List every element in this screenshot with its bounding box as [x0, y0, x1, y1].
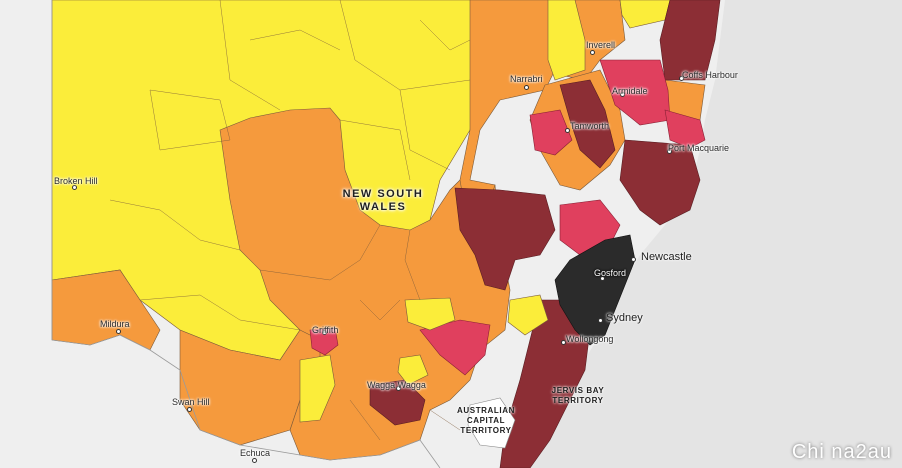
- state-label: NEW SOUTH WALES: [328, 188, 438, 214]
- city-dot-inverell: [590, 50, 595, 55]
- city-dot-coffs-harbour: [679, 76, 684, 81]
- territory-label-act-text: AUSTRALIAN CAPITAL TERRITORY: [457, 406, 515, 435]
- region-black-sydney: [554, 234, 636, 346]
- city-dot-wollongong: [561, 340, 566, 345]
- city-dot-gosford: [600, 276, 605, 281]
- region-yellow-ne2: [619, 0, 671, 29]
- city-label-broken-hill: Broken Hill: [54, 176, 98, 186]
- city-label-sydney: Sydney: [606, 312, 643, 324]
- region-yellow-inner-3: [397, 354, 429, 386]
- city-label-inverell: Inverell: [586, 40, 616, 50]
- territory-label-jervis: JERVIS BAY TERRITORY: [538, 386, 618, 406]
- region-yellow-orange-inner: [404, 297, 456, 331]
- city-dot-swan-hill: [187, 407, 192, 412]
- region-pink-southernhighlands: [419, 319, 491, 376]
- region-yellow-south: [299, 354, 336, 423]
- state-label-text: NEW SOUTH WALES: [342, 188, 424, 213]
- city-dot-echuca: [252, 458, 257, 463]
- city-dot-sydney: [598, 318, 603, 323]
- watermark: Chi na2au: [791, 441, 892, 463]
- city-dot-griffith: [322, 330, 327, 335]
- city-dot-newcastle: [631, 257, 636, 262]
- region-maroon-tamworth: [559, 79, 616, 169]
- territory-label-jervis-text: JERVIS BAY TERRITORY: [551, 386, 605, 405]
- city-dot-mildura: [116, 329, 121, 334]
- district-lines: [109, 0, 471, 441]
- city-label-coffs-harbour: Coffs Harbour: [682, 70, 738, 80]
- city-label-newcastle: Newcastle: [641, 251, 692, 263]
- city-dot-armidale: [620, 92, 625, 97]
- border-victoria: [51, 334, 441, 468]
- region-yellow-ne: [547, 0, 586, 81]
- region-maroon-portmac: [619, 139, 701, 226]
- city-label-gosford: Gosford: [594, 268, 627, 278]
- region-yellow-inner-2: [507, 294, 549, 336]
- territory-label-act: AUSTRALIAN CAPITAL TERRITORY: [446, 406, 526, 436]
- region-pink-portmac-north: [664, 109, 706, 149]
- city-label-port-macquarie: Port Macquarie: [668, 143, 730, 153]
- ocean: [520, 0, 902, 468]
- city-dot-wagga-wagga: [396, 386, 401, 391]
- city-label-mildura: Mildura: [100, 319, 130, 329]
- city-dot-port-macquarie: [667, 149, 672, 154]
- region-pink-tamworth-west: [529, 109, 573, 156]
- city-label-tamworth: Tamworth: [570, 121, 610, 131]
- region-maroon-centralwest: [454, 187, 556, 291]
- region-maroon-northcoast: [659, 0, 721, 81]
- city-label-echuca: Echuca: [240, 448, 271, 458]
- city-dot-narrabri: [524, 85, 529, 90]
- city-label-griffith: Griffith: [312, 325, 339, 335]
- city-label-swan-hill: Swan Hill: [172, 397, 210, 407]
- city-label-armidale: Armidale: [612, 86, 648, 96]
- region-act: [467, 397, 516, 449]
- city-label-wollongong: Wollongong: [566, 334, 614, 344]
- city-label-narrabri: Narrabri: [510, 74, 543, 84]
- city-label-wagga-wagga: Wagga Wagga: [367, 380, 426, 390]
- region-pink-griffith: [309, 327, 339, 356]
- city-dot-tamworth: [565, 128, 570, 133]
- city-dot-broken-hill: [72, 185, 77, 190]
